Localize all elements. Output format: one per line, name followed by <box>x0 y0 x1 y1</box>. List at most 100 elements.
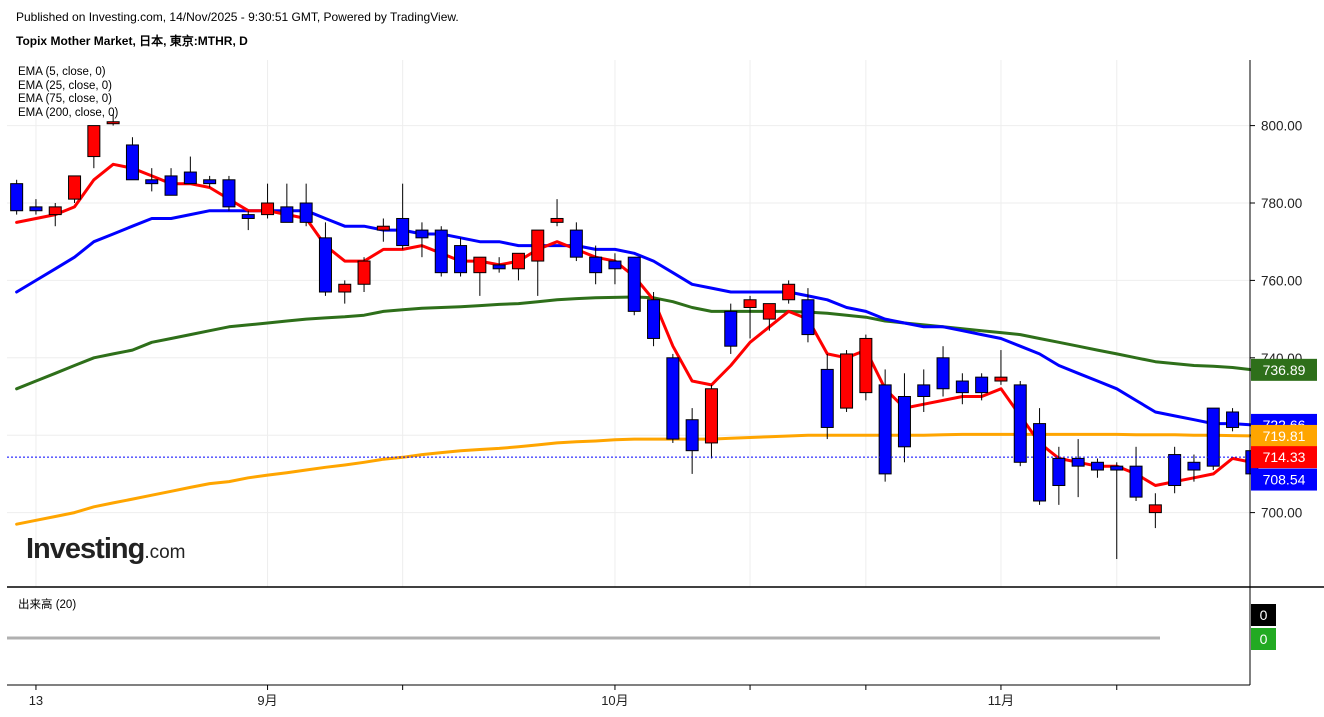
candle-body <box>261 202 275 216</box>
candle-body <box>531 229 545 262</box>
candle-down <box>280 183 294 223</box>
candle-down <box>10 179 24 215</box>
candle-body <box>318 237 332 293</box>
candle-body <box>550 217 564 223</box>
candle-down <box>1033 408 1047 505</box>
candle-down <box>917 369 931 412</box>
candle-up <box>994 350 1008 385</box>
x-tick-label: 11月 <box>988 693 1015 708</box>
candle-up <box>48 203 62 227</box>
candle-down <box>569 222 583 262</box>
price-tag-label: 719.81 <box>1263 428 1306 444</box>
volume-tag-bg <box>1251 628 1276 650</box>
price-tag-label: 708.54 <box>1263 472 1306 488</box>
candle-body <box>1226 411 1240 428</box>
candle-body <box>164 175 178 196</box>
candle-up <box>473 256 487 296</box>
candle-body <box>897 396 911 448</box>
candle-body <box>299 202 313 223</box>
candle-body <box>473 256 487 274</box>
y-tick-label: 760.00 <box>1261 273 1302 288</box>
legend-ema5: EMA (5, close, 0) <box>18 66 106 78</box>
candle-body <box>29 206 43 212</box>
candle-up <box>531 229 545 296</box>
candle-body <box>415 229 429 239</box>
candle-body <box>434 229 448 274</box>
candle-down <box>666 353 680 443</box>
candle-down <box>685 408 699 474</box>
candle-body <box>1187 461 1201 471</box>
candle-down <box>29 199 43 215</box>
legend-ema25: EMA (25, close, 0) <box>18 79 112 92</box>
candle-body <box>125 144 139 181</box>
volume-tag-label: 0 <box>1260 631 1268 647</box>
candle-body <box>1110 465 1124 471</box>
candle-down <box>1187 454 1201 482</box>
volume-tag-label: 0 <box>1260 607 1268 623</box>
candle-body <box>338 283 352 293</box>
candle-down <box>222 175 236 211</box>
price-tag-bg <box>1251 424 1317 447</box>
candle-down <box>145 168 159 192</box>
price-tag: 719.81 <box>1251 424 1317 447</box>
candle-down <box>955 373 969 405</box>
grid-lines <box>7 60 1250 587</box>
candle-body <box>241 214 255 219</box>
price-tag-bg <box>1251 358 1317 381</box>
logo-suffix: .com <box>144 542 186 563</box>
volume-tag-bg <box>1251 604 1276 626</box>
candle-down <box>1110 462 1124 560</box>
candle-down <box>1226 408 1240 432</box>
candle-up <box>782 280 796 304</box>
investing-logo: Investing.com <box>26 533 186 566</box>
candle-body <box>627 256 641 312</box>
candle-body <box>1168 454 1182 487</box>
volume-pane: 00 <box>7 604 1276 650</box>
candle-body <box>801 299 815 336</box>
y-tick-label: 700.00 <box>1261 506 1302 521</box>
candle-body <box>376 225 390 231</box>
candle-up <box>840 350 854 412</box>
candle-down <box>975 373 989 401</box>
candle-down <box>241 210 255 231</box>
candle-body <box>840 353 854 409</box>
candle-body <box>647 299 661 339</box>
candle-down <box>299 183 313 227</box>
candle-down <box>627 256 641 316</box>
volume-tag: 0 <box>1251 628 1276 650</box>
ema25-line <box>15 209 1254 427</box>
candle-body <box>859 337 873 394</box>
candle-down <box>936 346 950 397</box>
candle-body <box>1206 407 1220 467</box>
candle-body <box>1052 457 1066 487</box>
candle-body <box>743 299 757 308</box>
candle-up <box>87 125 101 169</box>
price-tag-label: 736.89 <box>1263 362 1306 378</box>
candle-down <box>724 303 738 354</box>
candle-down <box>1129 446 1143 501</box>
chart-title: Topix Mother Market, 日本, 東京:MTHR, D <box>16 34 248 48</box>
candle-down <box>589 245 603 285</box>
candle-body <box>87 125 101 158</box>
price-tag: 708.54 <box>1251 468 1317 491</box>
candle-body <box>68 175 82 200</box>
published-line: Published on Investing.com, 14/Nov/2025 … <box>16 10 459 24</box>
candle-up <box>511 252 525 281</box>
candle-body <box>396 217 410 247</box>
x-tick-label: 10月 <box>601 693 628 708</box>
candle-down <box>492 257 506 273</box>
candle-down <box>183 156 197 185</box>
candle-down <box>396 183 410 250</box>
candle-body <box>1013 384 1027 463</box>
chart-frame <box>7 60 1324 686</box>
price-tag-bg <box>1251 468 1317 491</box>
x-axis-ticks: 13 9月 10月 11月 <box>29 685 1118 708</box>
candle-body <box>975 376 989 394</box>
candle-up <box>762 303 776 331</box>
candle-body <box>222 179 236 208</box>
candle-body <box>357 260 371 285</box>
candle-body <box>10 183 24 212</box>
candle-body <box>762 303 776 320</box>
